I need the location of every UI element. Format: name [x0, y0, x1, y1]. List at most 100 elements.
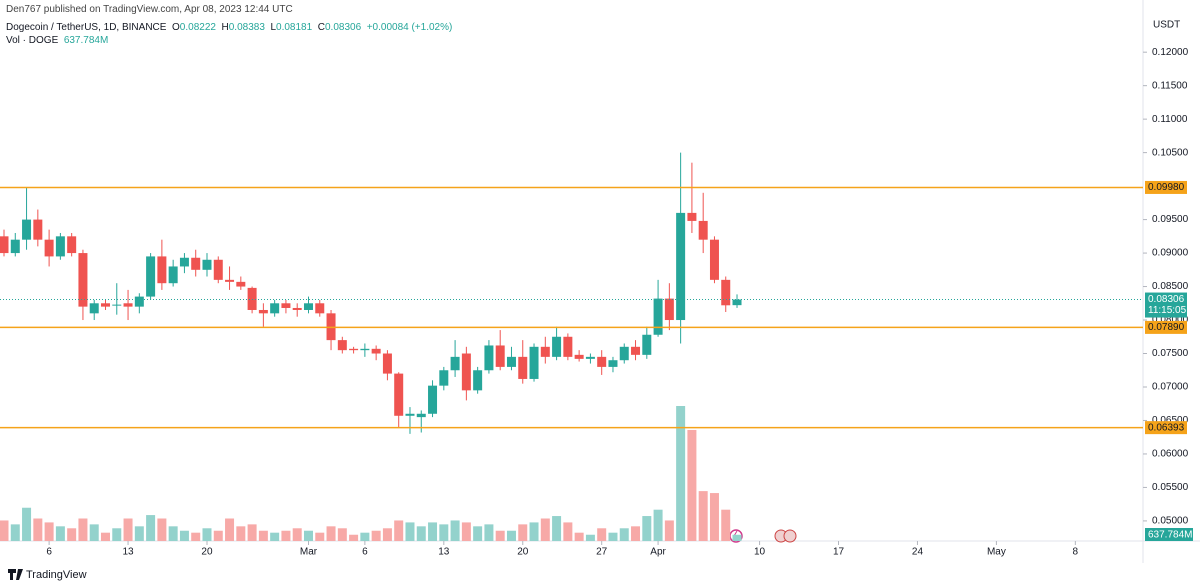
candle-body	[495, 345, 505, 367]
volume-bar	[732, 534, 742, 541]
volume-bar	[247, 524, 257, 541]
candle-body	[112, 304, 122, 306]
volume-bar	[428, 522, 438, 541]
y-tick-label: 0.05500	[1152, 482, 1189, 493]
volume-bar	[619, 528, 629, 541]
candle-body	[157, 256, 167, 284]
level-label-box	[1145, 421, 1187, 435]
volume-bar	[236, 526, 246, 541]
x-tick-label: 6	[46, 547, 52, 558]
x-tick-label: 13	[438, 547, 450, 558]
candle-body	[394, 373, 404, 416]
level-label: 0.06393	[1148, 422, 1185, 433]
candle-body	[179, 257, 189, 267]
candle-body	[89, 303, 99, 314]
symbol: Dogecoin / TetherUS, 1D, BINANCE	[6, 22, 167, 33]
candle-body	[258, 309, 268, 314]
volume-bar	[146, 515, 156, 541]
volume-name: Vol · DOGE	[6, 35, 59, 46]
volume-bar	[258, 530, 268, 541]
candle-body	[44, 239, 54, 257]
volume-bar	[709, 493, 719, 541]
candle-body	[653, 298, 663, 335]
candle-body	[123, 303, 133, 307]
currency: USDT	[1153, 20, 1180, 31]
ohlc-label: L	[270, 22, 277, 33]
y-tick-label: 0.07000	[1152, 382, 1189, 393]
candle-body	[439, 370, 449, 386]
candle-body	[78, 253, 88, 307]
candle-body	[664, 298, 674, 321]
ohlc-label: C	[317, 22, 325, 33]
x-tick-label: 24	[912, 547, 924, 558]
candle-body	[100, 303, 110, 307]
volume-bar	[67, 528, 77, 541]
volume-value: 637.784M	[63, 35, 109, 46]
x-tick-label: 20	[201, 547, 213, 558]
y-tick-label: 0.11000	[1152, 114, 1188, 125]
y-tick-label: 0.12000	[1152, 47, 1189, 58]
volume-bar	[179, 530, 189, 541]
volume-bar	[540, 518, 550, 541]
volume-bar	[100, 532, 110, 541]
candle-body	[360, 348, 370, 351]
y-tick-label: 0.11500	[1152, 80, 1188, 91]
volume-label: 637.784M	[1148, 530, 1192, 541]
volume-bar	[112, 528, 122, 541]
volume-bar	[405, 522, 415, 541]
candle-body	[236, 281, 246, 287]
volume-bar	[123, 518, 133, 541]
candle-body	[33, 219, 43, 240]
volume-bar	[484, 524, 494, 541]
x-tick-label: 20	[517, 547, 529, 558]
countdown: 11:15:05	[1148, 305, 1187, 316]
high-value: 0.08383	[228, 22, 265, 33]
publisher: Den767 published on TradingView.com, Apr…	[6, 4, 293, 15]
volume-bar	[506, 530, 516, 541]
volume-bar	[292, 528, 302, 541]
candle-body	[721, 279, 731, 306]
y-tick-label: 0.08000	[1152, 315, 1189, 326]
level-label: 0.09980	[1148, 182, 1185, 193]
last-price-label: 0.08306	[1148, 294, 1185, 305]
candle-body	[540, 346, 550, 357]
candle-body	[631, 346, 641, 355]
volume-bar	[416, 526, 426, 541]
volume-bar	[202, 528, 212, 541]
volume-bar	[473, 526, 483, 541]
volume-bar	[0, 520, 9, 541]
candle-body	[134, 296, 144, 307]
volume-bar	[563, 522, 573, 541]
candle-body	[315, 303, 325, 314]
x-tick-label: 8	[1073, 547, 1079, 558]
volume-bar	[168, 526, 178, 541]
volume-bar	[450, 520, 460, 541]
candle-body	[337, 340, 347, 351]
volume-bar	[698, 491, 708, 541]
volume-bar	[585, 534, 595, 541]
ohlc-label: O	[172, 22, 180, 33]
volume-bar	[439, 524, 449, 541]
candle-body	[732, 299, 742, 306]
candle-body	[349, 348, 359, 351]
x-tick-label: 13	[122, 547, 134, 558]
volume-bar	[326, 526, 336, 541]
volume-bar	[22, 507, 32, 541]
candle-body	[281, 303, 291, 308]
volume-label-box	[1145, 528, 1193, 541]
volume-bar	[44, 522, 54, 541]
volume-bar	[55, 526, 65, 541]
volume-bar	[89, 524, 99, 541]
volume-legend: Vol · DOGE 637.784M	[6, 35, 108, 46]
volume-bar	[315, 532, 325, 541]
candle-body	[416, 413, 426, 418]
candle-body	[270, 303, 280, 314]
level-label-box	[1145, 180, 1187, 194]
last-price-box	[1145, 292, 1187, 318]
volume-bar	[461, 522, 471, 541]
candle-body	[202, 259, 212, 270]
event-flag	[783, 529, 797, 543]
volume-bar	[552, 516, 562, 541]
y-tick-label: 0.09500	[1152, 214, 1189, 225]
volume-bar	[281, 530, 291, 541]
